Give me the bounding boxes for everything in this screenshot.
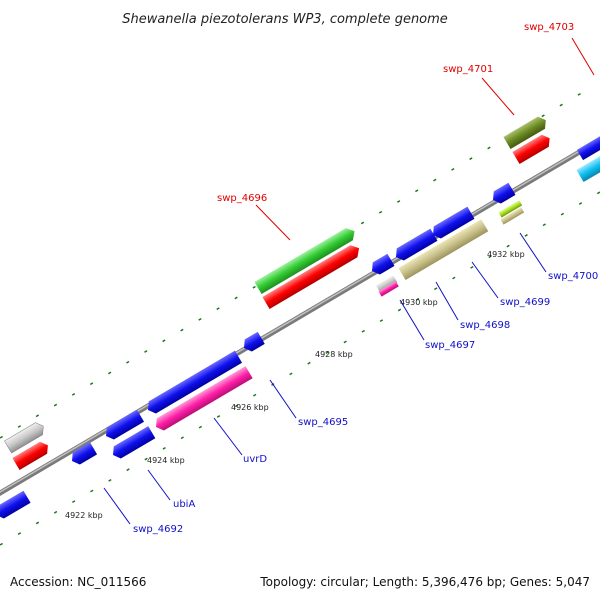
kbp-marker: 4924 kbp [147,456,185,465]
genome-summary-text: Topology: circular; Length: 5,396,476 bp… [259,575,590,589]
gene-label: swp_4695 [298,417,348,428]
gene-feature[interactable] [240,331,265,354]
kbp-marker: 4922 kbp [65,511,103,520]
gene-feature[interactable] [503,114,549,150]
gene-label: swp_4692 [133,524,183,535]
gene-feature[interactable] [498,200,523,218]
gene-feature[interactable] [102,409,145,442]
gene-feature[interactable] [254,225,358,295]
gene-feature[interactable] [109,426,156,461]
gene-feature[interactable] [4,420,46,454]
gene-feature[interactable] [576,134,600,161]
gene-label: swp_4697 [425,340,475,351]
kbp-marker: 4932 kbp [487,250,525,259]
reverse-strand-genes [0,182,525,521]
page-title: Shewanella piezotolerans WP3, complete g… [122,12,448,27]
gene-label: ubiA [173,499,195,510]
gene-feature[interactable] [429,206,475,241]
gene-feature[interactable] [392,228,438,263]
gene-label: swp_4696 [217,193,267,204]
gene-feature[interactable] [262,242,362,310]
forward-strand-genes [4,114,600,471]
gene-feature[interactable] [152,366,253,433]
gene-feature[interactable] [378,281,399,297]
gene-feature[interactable] [576,147,600,183]
gene-feature[interactable] [144,350,243,416]
kbp-marker: 4930 kbp [400,298,438,307]
gene-feature[interactable] [0,490,31,521]
gene-label: swp_4699 [500,297,550,308]
kbp-marker: 4928 kbp [315,350,353,359]
gene-label: uvrD [243,454,267,465]
gene-feature[interactable] [368,253,395,277]
gene-label: swp_4703 [524,22,574,33]
gene-feature[interactable] [375,275,398,293]
gene-feature[interactable] [512,132,553,165]
gene-feature[interactable] [68,442,98,467]
gene-label: swp_4701 [443,64,493,75]
gene-feature[interactable] [12,439,51,471]
gene-feature[interactable] [489,182,516,206]
label-leaders [103,37,595,525]
accession-text: Accession: NC_011566 [10,575,146,589]
gene-feature[interactable] [500,207,525,225]
kbp-marker: 4926 kbp [231,403,269,412]
gene-feature[interactable] [398,219,489,281]
gene-label: swp_4700 [548,271,598,282]
tick-row-inner [0,191,600,546]
gene-label: swp_4698 [460,320,510,331]
